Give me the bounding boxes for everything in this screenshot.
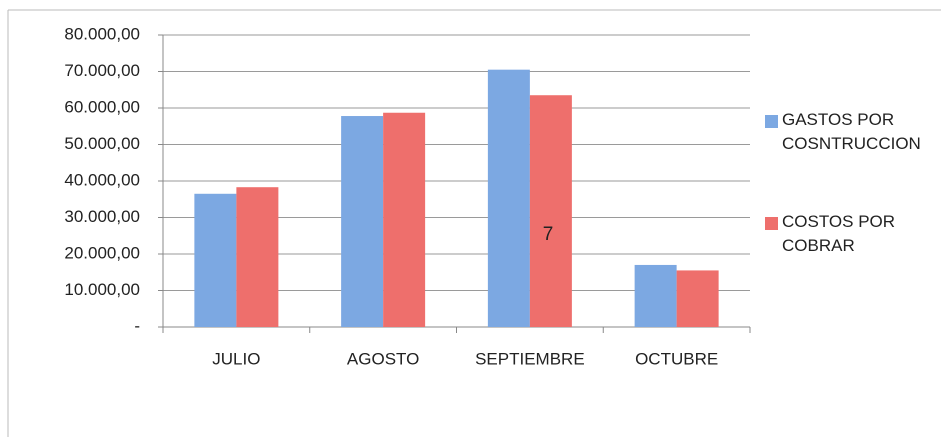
legend-label: GASTOS POR COSNTRUCCION — [782, 110, 921, 153]
legend-swatch — [765, 217, 778, 230]
y-tick-label: 40.000,00 — [64, 170, 140, 189]
bar — [383, 112, 426, 328]
legend-label: COSTOS POR COBRAR — [782, 212, 896, 255]
y-tick-label: 70.000,00 — [64, 61, 140, 80]
bar — [676, 270, 719, 327]
y-tick-label: 80.000,00 — [64, 24, 140, 43]
y-tick-label: 20.000,00 — [64, 243, 140, 262]
x-tick-label: SEPTIEMBRE — [475, 349, 585, 368]
annotation: 7 — [543, 224, 554, 245]
bar — [341, 116, 384, 327]
y-tick-label: 60.000,00 — [64, 97, 140, 116]
bar — [634, 264, 677, 327]
y-tick-label: - — [134, 316, 140, 335]
bar — [194, 193, 237, 327]
x-tick-label: JULIO — [212, 349, 260, 368]
y-tick-label: 10.000,00 — [64, 280, 140, 299]
bar — [487, 69, 530, 328]
y-tick-label: 30.000,00 — [64, 207, 140, 226]
x-tick-label: AGOSTO — [347, 349, 419, 368]
bar — [236, 187, 279, 327]
bar — [529, 95, 572, 327]
x-tick-label: OCTUBRE — [635, 349, 718, 368]
legend-swatch — [765, 115, 778, 128]
y-tick-label: 50.000,00 — [64, 134, 140, 153]
